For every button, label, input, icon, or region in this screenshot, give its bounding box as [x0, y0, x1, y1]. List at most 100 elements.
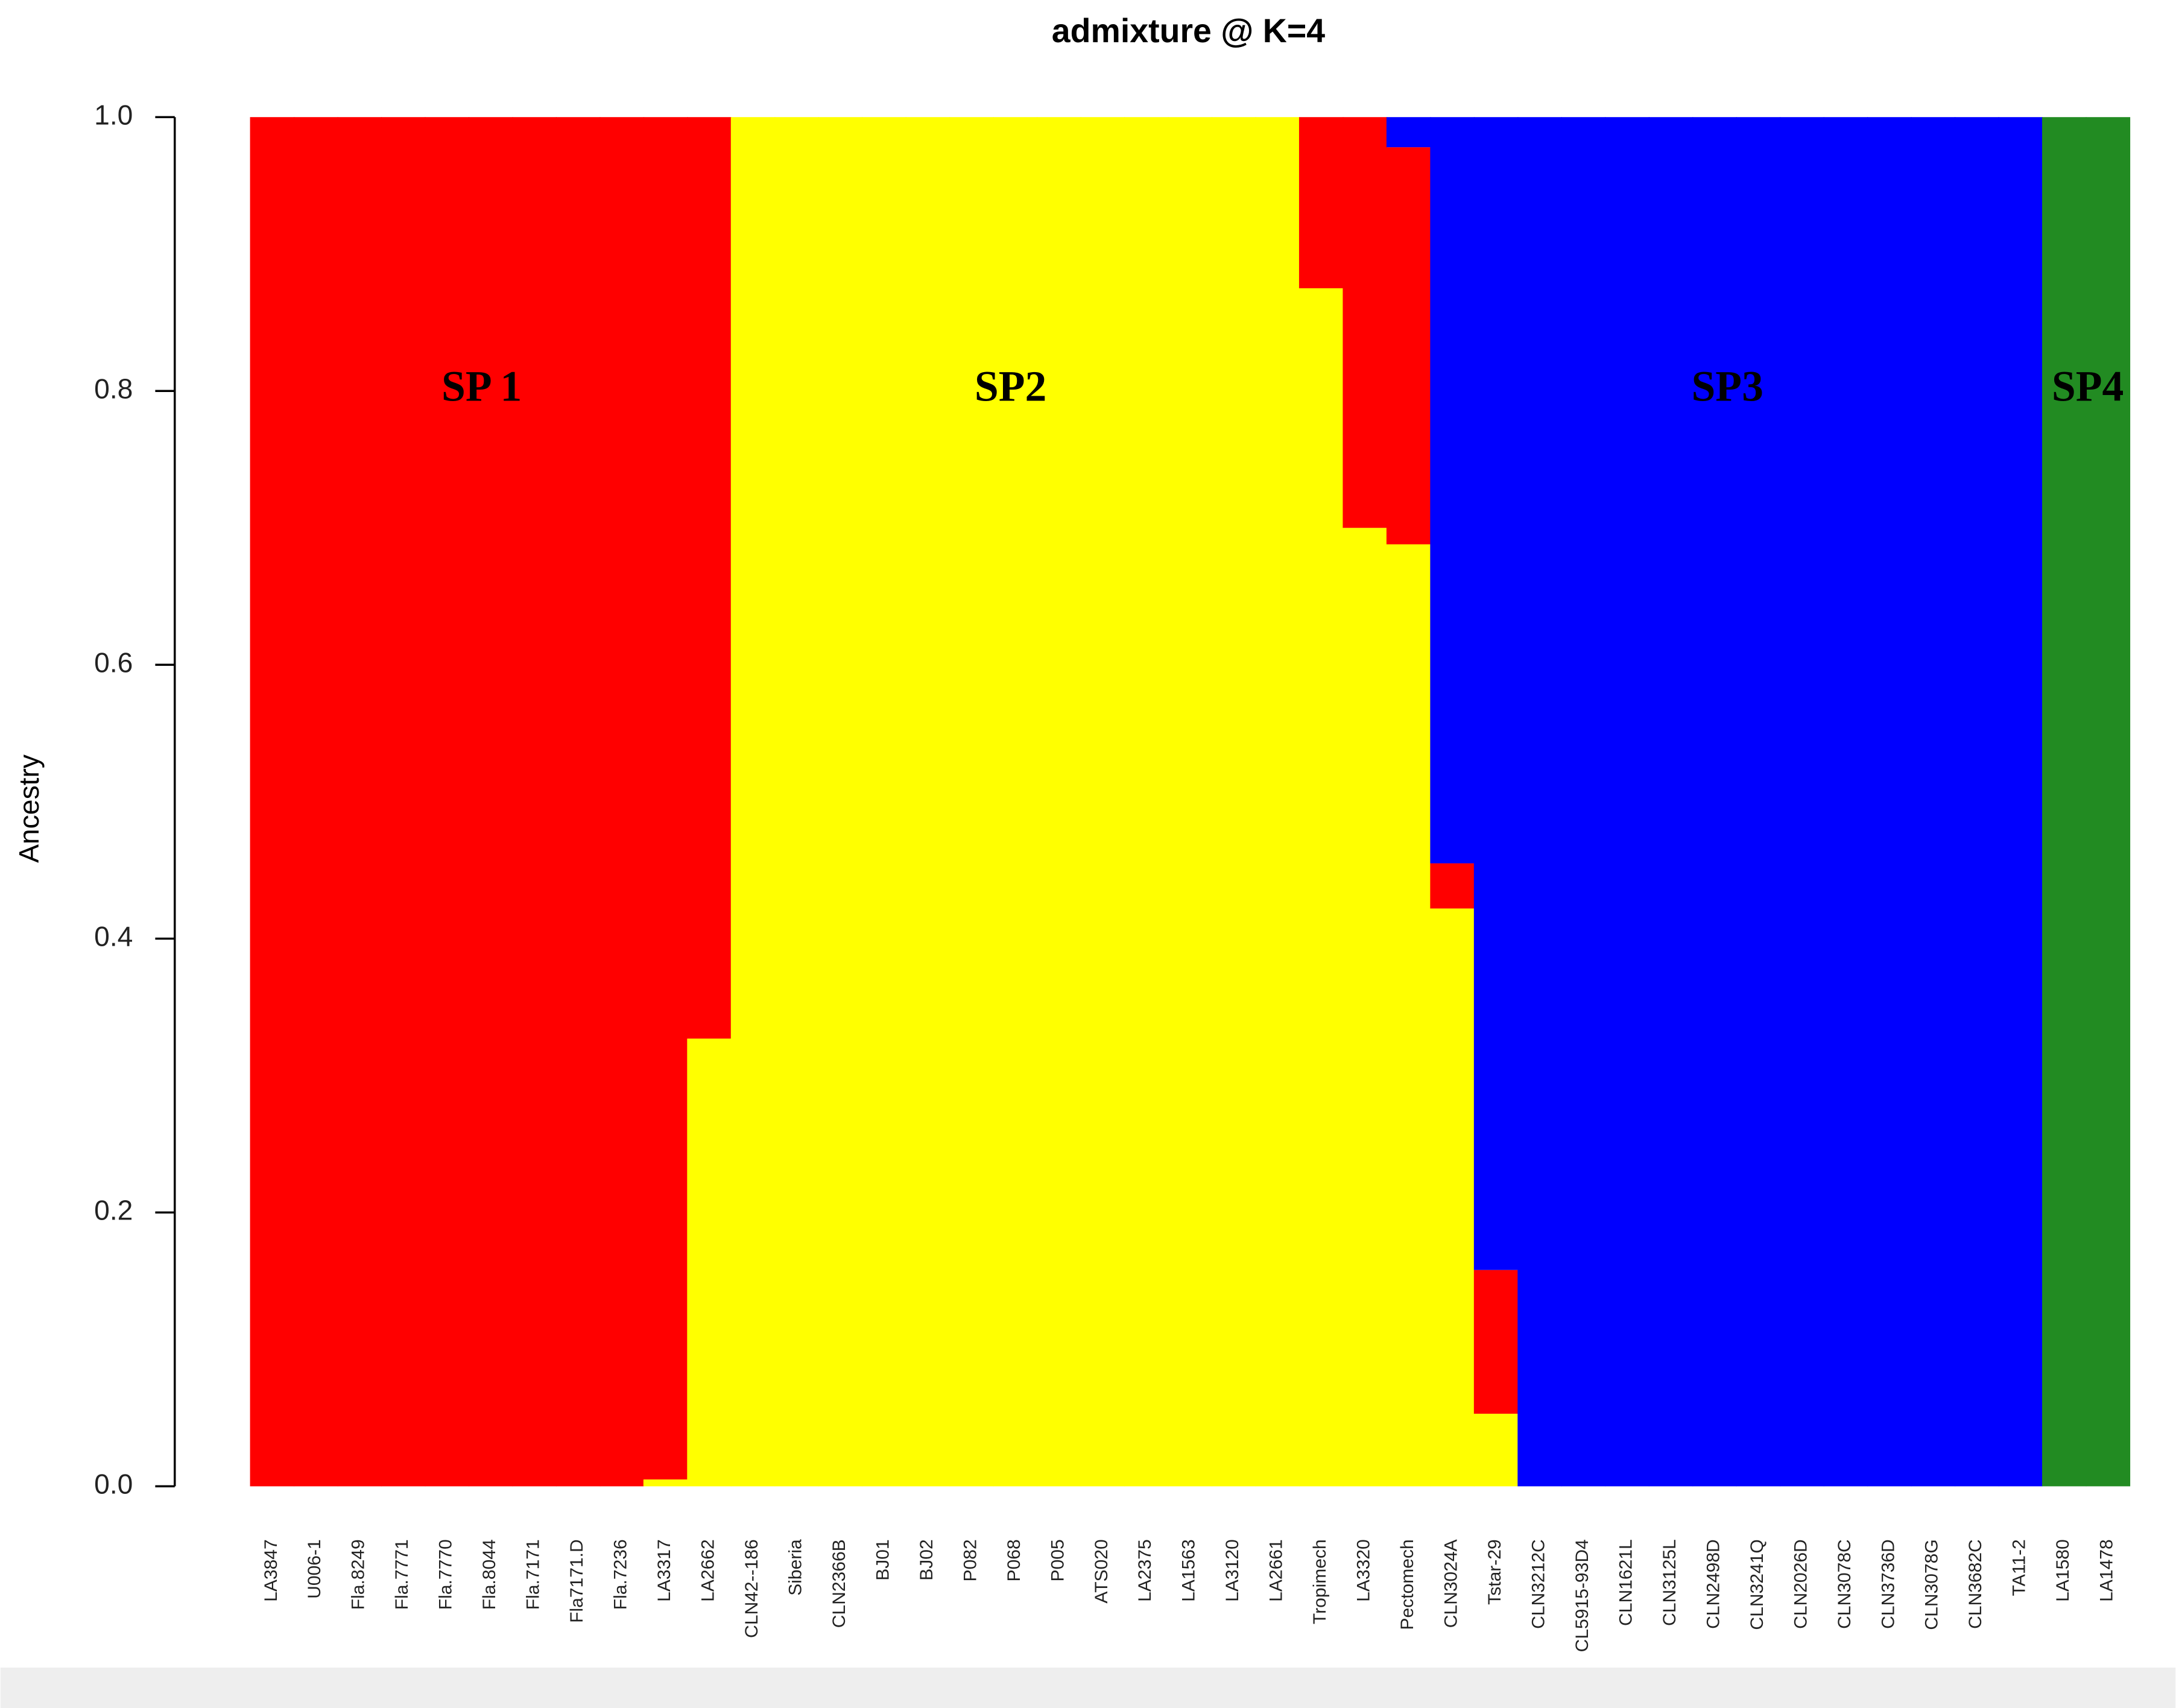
x-tick-label: P005	[1048, 1539, 1067, 1581]
x-tick-label: LA1563	[1179, 1539, 1199, 1602]
bar-segment	[730, 117, 776, 1487]
y-tick-label: 0.0	[94, 1469, 133, 1500]
x-tick-label: LA3320	[1354, 1539, 1374, 1602]
bar-segment	[1386, 117, 1431, 148]
x-tick-label: CLN3024A	[1441, 1539, 1461, 1628]
y-tick-label: 0.4	[94, 921, 133, 952]
y-tick-label: 0.8	[94, 373, 133, 404]
bar-segment	[425, 117, 470, 1487]
x-tick-label: CLN2026D	[1791, 1539, 1811, 1629]
bar-segment	[1823, 117, 1868, 1487]
bar-segment	[2086, 117, 2131, 1487]
bar-segment	[1430, 117, 1475, 864]
x-tick-label: LA2375	[1135, 1539, 1155, 1602]
bar-segment	[1430, 863, 1475, 909]
bar-segment	[1430, 908, 1475, 1487]
x-tick-label: CLN2366B	[829, 1539, 849, 1628]
bar-segment	[1037, 117, 1081, 1487]
bar-segment	[1124, 117, 1169, 1487]
x-tick-label: Tstar-29	[1485, 1539, 1505, 1605]
x-tick-label: CLN3078C	[1835, 1539, 1855, 1629]
x-tick-label: Fla.7771	[392, 1539, 412, 1610]
bar-segment	[818, 117, 863, 1487]
x-tick-label: CLN3682C	[1966, 1539, 1985, 1629]
x-tick-label: CLN3736D	[1878, 1539, 1898, 1629]
bar-segment	[381, 117, 426, 1487]
bars	[250, 117, 2131, 1487]
bar-segment	[555, 117, 601, 1487]
bar-segment	[512, 117, 557, 1487]
bar-segment	[687, 1039, 732, 1487]
bar-segment	[250, 117, 295, 1487]
bar-segment	[1080, 117, 1125, 1487]
bar-segment	[774, 117, 819, 1487]
bar-segment	[1473, 1414, 1519, 1487]
annotation: SP4	[2052, 362, 2124, 411]
bottom-strip	[0, 1667, 2176, 1708]
bar-segment	[599, 117, 645, 1487]
bar-segment	[1517, 117, 1562, 1487]
bar-segment	[1605, 117, 1649, 1487]
x-tick-label: ATS020	[1092, 1539, 1112, 1603]
x-tick-label: LA3120	[1222, 1539, 1242, 1602]
x-tick-label: Siberia	[785, 1539, 805, 1596]
bar-segment	[337, 117, 382, 1487]
axes: 0.0 0.2 0.4 0.6 0.8 1.0 LA3847 U006-1 Fla.8249 Fl…	[94, 99, 2117, 1652]
bar-segment	[1343, 528, 1388, 1487]
x-tick-label: CLN3125L	[1660, 1539, 1680, 1626]
bar-segment	[2042, 117, 2087, 1487]
bar-segment	[1998, 117, 2043, 1487]
x-tick-label: Fla.7236	[611, 1539, 631, 1610]
x-tick-label: Fla7171.D	[567, 1539, 587, 1623]
bar-segment	[1867, 117, 1912, 1487]
bar-segment	[1298, 117, 1344, 288]
x-tick-label: LA1580	[2053, 1539, 2073, 1602]
bar-segment	[687, 117, 732, 1039]
x-tick-label: CLN2498D	[1703, 1539, 1723, 1629]
bar-segment	[643, 117, 688, 1480]
y-tick-label: 0.6	[94, 647, 133, 678]
x-tick-label: LA1478	[2097, 1539, 2117, 1602]
x-tick-label: Fla.8249	[349, 1539, 368, 1610]
bar-segment	[1561, 117, 1606, 1487]
x-tick-label: Fla.7770	[436, 1539, 456, 1610]
x-tick-label: P082	[960, 1539, 980, 1581]
bar-segment	[294, 117, 338, 1487]
bar-segment	[1386, 147, 1431, 545]
bar-segment	[949, 117, 994, 1487]
bar-segment	[1736, 117, 1781, 1487]
bar-segment	[468, 117, 513, 1487]
bar-segment	[1473, 1270, 1519, 1414]
bar-segment	[1298, 288, 1344, 1487]
x-tick-label: CLN3212C	[1528, 1539, 1548, 1629]
bar-segment	[1692, 117, 1737, 1487]
bar-segment	[1168, 117, 1213, 1487]
x-tick-label: Pectomech	[1397, 1539, 1417, 1630]
annotation: SP3	[1691, 362, 1763, 411]
x-tick-label: CLN1621L	[1616, 1539, 1636, 1626]
bar-segment	[862, 117, 906, 1487]
bar-segment	[1648, 117, 1694, 1487]
bar-segment	[1955, 117, 1999, 1487]
x-tick-label: Tropimech	[1310, 1539, 1330, 1624]
x-tick-label: LA2661	[1267, 1539, 1286, 1602]
y-tick-label: 0.2	[94, 1195, 133, 1226]
x-tick-label: LA3847	[261, 1539, 281, 1602]
y-axis-label: Ancestry	[13, 754, 45, 863]
x-tick-label: CLN3241Q	[1747, 1539, 1767, 1630]
x-tick-label: CL5915-93D4	[1572, 1539, 1592, 1652]
x-tick-label: LA2662	[698, 1539, 718, 1602]
bar-segment	[643, 1479, 688, 1487]
bar-segment	[1780, 117, 1824, 1487]
bar-segment	[905, 117, 950, 1487]
x-tick-label: CLN3078G	[1922, 1539, 1942, 1630]
bar-segment	[1343, 117, 1388, 528]
annotation: SP2	[975, 362, 1046, 411]
bar-segment	[1473, 117, 1519, 1270]
x-tick-label: CLN42--186	[742, 1539, 762, 1638]
x-tick-label: BJ02	[917, 1539, 937, 1581]
annotation: SP 1	[441, 362, 522, 411]
x-tick-label: LA3317	[654, 1539, 674, 1602]
